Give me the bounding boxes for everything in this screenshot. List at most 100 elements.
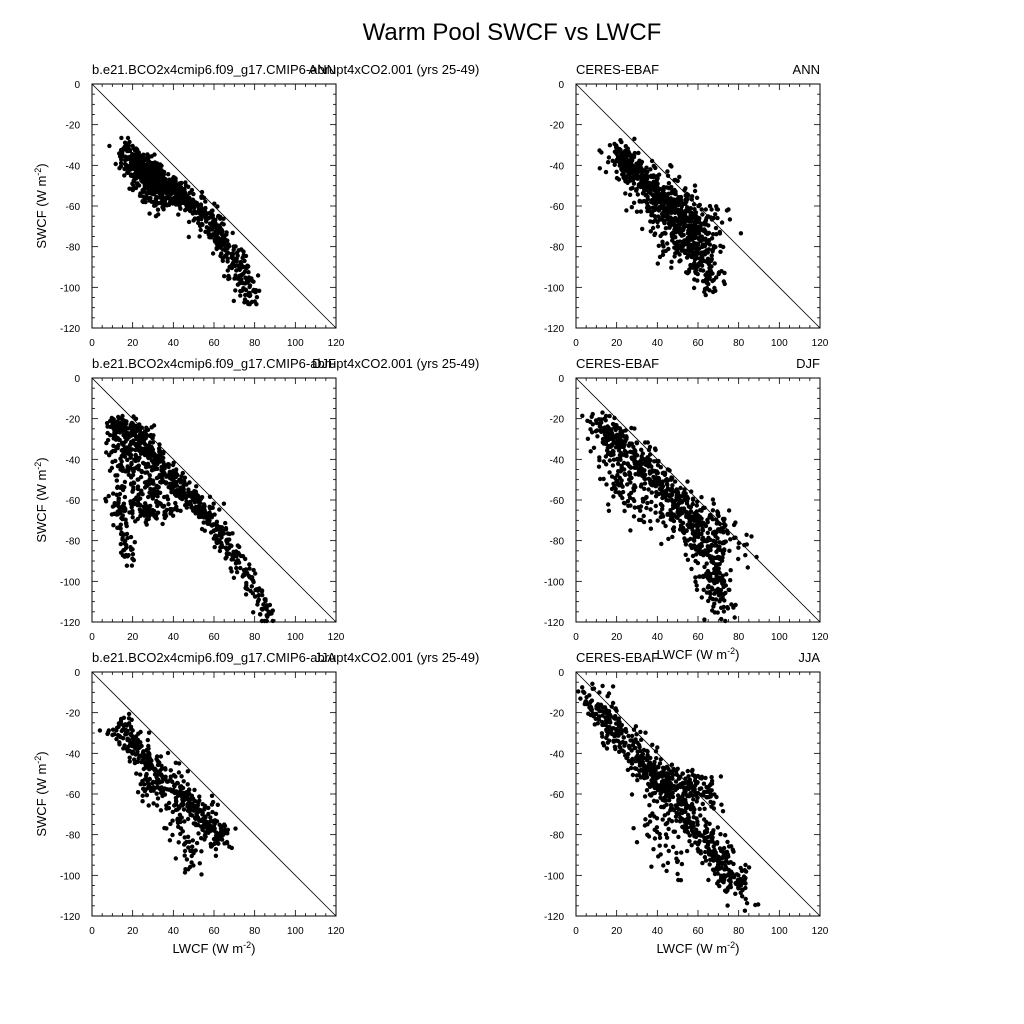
data-point [615, 456, 620, 462]
data-point [169, 183, 174, 189]
data-point [684, 498, 689, 503]
data-point [146, 516, 151, 522]
data-point [155, 489, 160, 494]
x-tick-label: 20 [127, 338, 139, 349]
data-point [211, 528, 216, 533]
data-point [684, 528, 689, 533]
data-point [612, 483, 617, 488]
data-point [700, 801, 705, 807]
data-point [597, 702, 602, 708]
data-point [691, 202, 697, 207]
data-point [186, 489, 191, 494]
data-point [138, 474, 144, 480]
data-point [678, 485, 683, 491]
data-point [104, 440, 109, 446]
data-point [619, 139, 624, 145]
data-point [645, 197, 650, 202]
data-point [185, 808, 191, 813]
data-point [655, 181, 660, 186]
data-point [635, 176, 640, 181]
data-point [163, 774, 168, 779]
data-point [196, 511, 201, 517]
data-point [128, 724, 134, 729]
data-point [634, 161, 639, 166]
data-point [683, 197, 688, 202]
data-point [653, 510, 658, 515]
data-point [157, 448, 162, 453]
data-point [732, 615, 737, 620]
data-point [704, 241, 709, 246]
data-point [174, 504, 179, 509]
data-point [243, 265, 248, 270]
data-point [725, 903, 730, 908]
data-point [727, 548, 732, 553]
data-point [143, 429, 148, 435]
x-tick-label: 120 [328, 338, 345, 349]
data-point [119, 424, 125, 429]
data-point [606, 709, 612, 714]
data-point [650, 219, 656, 225]
data-point [246, 270, 251, 275]
data-point [600, 410, 605, 415]
data-point [597, 166, 602, 171]
data-point [618, 740, 623, 746]
data-point [147, 181, 153, 186]
data-point [585, 436, 591, 441]
data-point [588, 449, 593, 454]
data-point [238, 565, 243, 571]
data-point [219, 544, 225, 550]
data-point [115, 733, 121, 738]
x-tick-label: 0 [89, 632, 95, 643]
data-point [265, 614, 270, 619]
data-point [667, 798, 672, 803]
data-point [111, 443, 116, 448]
data-point [140, 758, 145, 763]
data-point [224, 232, 229, 237]
data-point [672, 210, 678, 215]
data-point [135, 743, 140, 748]
data-point [247, 562, 252, 567]
data-point [224, 551, 229, 556]
data-point [235, 282, 241, 287]
data-point [123, 435, 128, 440]
data-point [612, 415, 617, 421]
data-point [619, 160, 624, 166]
data-point [597, 455, 602, 460]
data-point [149, 444, 154, 450]
y-tick-label: -40 [550, 161, 565, 172]
data-point [215, 204, 220, 209]
data-point [707, 821, 712, 826]
data-point [210, 799, 216, 805]
data-point [163, 766, 168, 771]
data-point [638, 209, 644, 214]
data-point [692, 183, 698, 188]
data-point [665, 467, 671, 472]
data-point [631, 514, 637, 519]
data-point [625, 180, 630, 185]
data-point [224, 554, 229, 560]
data-point [742, 868, 747, 873]
data-point [240, 574, 245, 579]
data-point [584, 701, 590, 707]
data-point [150, 779, 156, 785]
data-point [716, 593, 722, 598]
data-point [639, 172, 644, 177]
data-point [164, 474, 169, 479]
data-point [621, 165, 627, 170]
y-tick-label: 0 [74, 80, 80, 91]
y-tick-label: -100 [60, 577, 80, 588]
y-axis-label: SWCF (W m-2) [33, 457, 49, 542]
data-point [138, 772, 143, 777]
data-point [195, 822, 201, 828]
data-point [155, 466, 160, 471]
data-point [704, 826, 710, 832]
data-point [223, 527, 229, 532]
data-point [719, 605, 724, 610]
data-point [225, 541, 230, 546]
data-point [170, 832, 175, 838]
data-point [147, 473, 152, 478]
data-point [742, 908, 748, 913]
data-point [746, 865, 752, 870]
data-point [695, 822, 700, 827]
data-point [161, 459, 166, 465]
